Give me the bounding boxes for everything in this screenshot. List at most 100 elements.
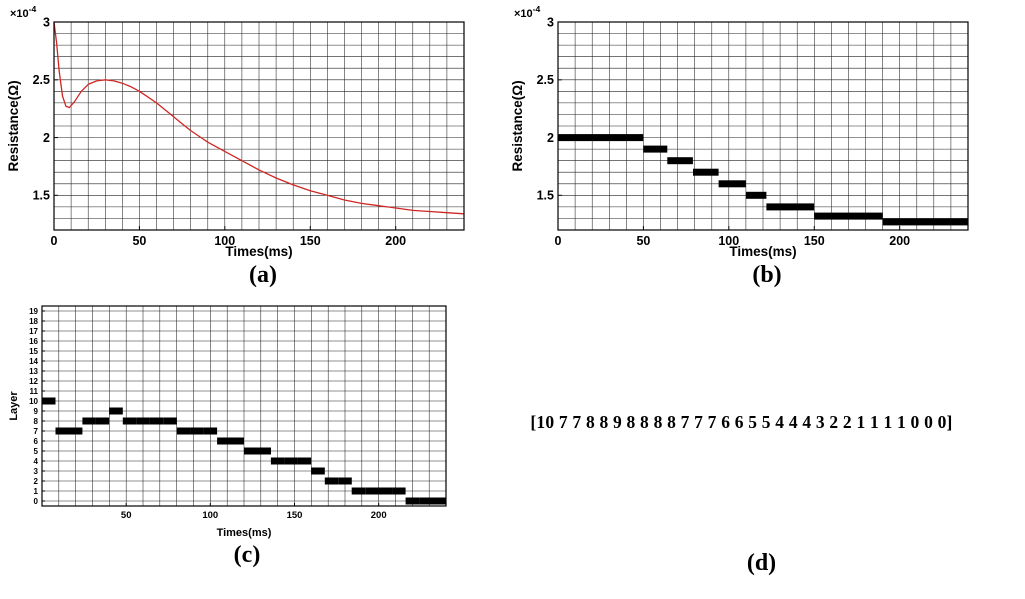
y-tick-label: 2 — [547, 131, 554, 145]
x-tick-label: 0 — [555, 234, 562, 248]
y-tick-label: 14 — [29, 357, 38, 366]
y-tick-label: 8 — [34, 417, 39, 426]
step-segment — [338, 477, 352, 485]
layer-array-text: [10 7 7 8 8 9 8 8 8 8 7 7 7 6 6 5 5 4 4 … — [530, 412, 953, 432]
step-segment — [558, 134, 644, 142]
step-segment — [667, 157, 693, 165]
step-segment — [882, 218, 968, 226]
y-tick-label: 3 — [547, 15, 554, 29]
step-segment — [82, 417, 96, 425]
step-segment — [745, 191, 767, 199]
y-tick-label: 19 — [29, 307, 38, 316]
caption-b: (b) — [752, 262, 782, 288]
y-tick-label: 10 — [29, 397, 38, 406]
y-tick-label: 11 — [30, 387, 39, 396]
step-segment — [378, 487, 393, 495]
caption-c: (c) — [233, 542, 261, 568]
y-tick-label: 13 — [29, 367, 38, 376]
resistance-curve — [53, 21, 465, 215]
x-axis-label: Times(ms) — [225, 244, 292, 259]
y-tick-label: 12 — [29, 377, 38, 386]
x-tick-label: 200 — [371, 510, 387, 521]
step-segment — [190, 427, 204, 435]
step-segment — [324, 477, 339, 485]
y-tick-label: 15 — [29, 347, 38, 356]
step-segment — [270, 457, 285, 465]
y-tick-label: 3 — [34, 467, 39, 476]
step-segment — [392, 487, 406, 495]
step-segment — [432, 497, 446, 505]
step-segment — [68, 427, 83, 435]
x-tick-label: 100 — [214, 234, 235, 248]
x-tick-label: 150 — [287, 510, 303, 521]
x-tick-label: 100 — [202, 510, 218, 521]
step-segment — [163, 417, 177, 425]
y-tick-label: 1.5 — [537, 189, 554, 203]
step-segment — [405, 497, 420, 505]
chart-a-resistance-line: 0 50 100 150 200 1.5 2 2.5 3 Times(ms) Resistance(… — [6, 4, 465, 259]
y-tick-label: 9 — [34, 407, 39, 416]
y-tick-label: 6 — [34, 437, 39, 446]
y-tick-label: 3 — [43, 15, 50, 29]
x-axis-label: Times(ms) — [729, 244, 796, 259]
y-tick-label: 16 — [29, 337, 38, 346]
step-segment — [176, 427, 191, 435]
axes-box — [53, 21, 465, 231]
step-segment — [136, 417, 150, 425]
y-axis-label: Layer — [8, 391, 20, 421]
y-tick-label: 4 — [34, 457, 39, 466]
y-axis-label: Resistance(Ω) — [6, 80, 21, 171]
bottom-row: 50 100 150 200 0 1 2 3 4 5 6 7 8 9 10 11 12 13 14 15 16 17 18 1… — [0, 300, 1025, 576]
step-segment — [297, 457, 312, 465]
y-tick-label: 1 — [34, 487, 39, 496]
x-tick-label: 200 — [889, 234, 910, 248]
subplot-a: 0 50 100 150 200 1.5 2 2.5 3 Times(ms) Resistance(… — [6, 4, 476, 289]
x-tick-label: 50 — [121, 510, 132, 521]
caption-d: (d) — [746, 550, 777, 576]
y-tick-label: 2.5 — [33, 73, 50, 87]
y-tick-label: 2 — [34, 477, 39, 486]
chart-b-resistance-steps: 0 50 100 150 200 1.5 2 2.5 3 Times(ms) Resistance(… — [510, 4, 969, 259]
step-segment — [230, 437, 244, 445]
x-tick-label: 150 — [300, 234, 321, 248]
y-tick-label: 1.5 — [33, 189, 50, 203]
step-segment — [95, 417, 110, 425]
step-segment — [419, 497, 433, 505]
x-tick-label: 50 — [636, 234, 650, 248]
axes-box — [557, 21, 969, 231]
step-segment — [284, 457, 298, 465]
subplot-c: 50 100 150 200 0 1 2 3 4 5 6 7 8 9 10 11 12 13 14 15 16 17 18 1… — [8, 300, 458, 569]
step-segment — [311, 467, 325, 475]
x-tick-label: 50 — [132, 234, 146, 248]
axes-box — [41, 305, 447, 507]
step-segment — [149, 417, 164, 425]
step-segment — [109, 407, 123, 415]
x-tick-label: 150 — [804, 234, 825, 248]
step-segment — [643, 145, 668, 153]
step-segment — [42, 397, 56, 405]
y-tick-label: 18 — [29, 317, 38, 326]
x-tick-label: 200 — [385, 234, 406, 248]
step-segment — [814, 212, 883, 220]
y-tick-label: 2 — [43, 131, 50, 145]
chart-c-layer-steps: 50 100 150 20001234567891011121314151617181… — [8, 305, 447, 539]
subplot-b: 0 50 100 150 200 1.5 2 2.5 3 Times(ms) Resistance(… — [510, 4, 980, 289]
y-axis-exponent: ×10-4 — [10, 4, 37, 20]
step-segment — [244, 447, 258, 455]
step-segment — [217, 437, 231, 445]
panel-d: [10 7 7 8 8 9 8 8 8 8 7 7 7 6 6 5 5 4 4 … — [458, 300, 1025, 576]
step-segment — [351, 487, 366, 495]
y-axis-exponent: ×10-4 — [514, 4, 541, 20]
step-segment — [718, 180, 746, 188]
top-row: 0 50 100 150 200 1.5 2 2.5 3 Times(ms) Resistance(… — [0, 4, 1025, 289]
x-tick-label: 100 — [718, 234, 739, 248]
y-tick-label: 5 — [34, 447, 39, 456]
y-axis-label: Resistance(Ω) — [510, 80, 525, 171]
y-tick-label: 2.5 — [537, 73, 554, 87]
caption-a: (a) — [249, 262, 277, 288]
y-tick-label: 7 — [34, 427, 39, 436]
step-segment — [693, 168, 719, 176]
y-tick-label: 0 — [34, 497, 39, 506]
x-tick-label: 0 — [51, 234, 58, 248]
